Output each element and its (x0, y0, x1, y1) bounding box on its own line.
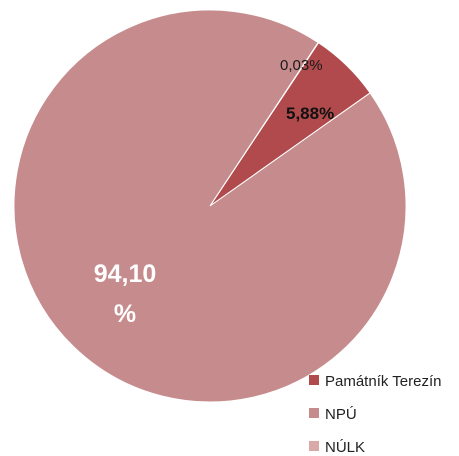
legend-label-nulk: NÚLK (325, 439, 365, 456)
label-npu-value: 94,10 (94, 260, 157, 288)
legend-swatch-pamatnik-terezin (309, 375, 319, 385)
legend: Památník Terezín NPÚ NÚLK (309, 373, 441, 456)
legend-label-pamatnik-terezin: Památník Terezín (325, 373, 441, 390)
legend-swatch-npu (309, 408, 319, 418)
label-pamatnik-terezin: 5,88% (286, 104, 334, 123)
label-npu-percent: % (114, 300, 136, 328)
legend-label-npu: NPÚ (325, 406, 357, 423)
label-nulk: 0,03% (280, 57, 323, 74)
slice-nulk (209, 41, 320, 207)
legend-swatch-nulk (309, 441, 319, 451)
